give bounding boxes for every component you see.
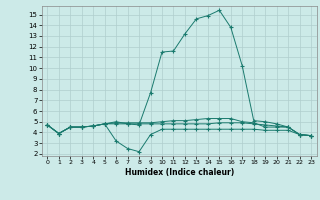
X-axis label: Humidex (Indice chaleur): Humidex (Indice chaleur) (124, 168, 234, 177)
